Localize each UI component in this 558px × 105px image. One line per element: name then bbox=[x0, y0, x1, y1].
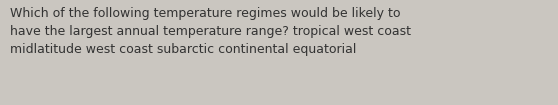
Text: Which of the following temperature regimes would be likely to
have the largest a: Which of the following temperature regim… bbox=[10, 7, 411, 56]
